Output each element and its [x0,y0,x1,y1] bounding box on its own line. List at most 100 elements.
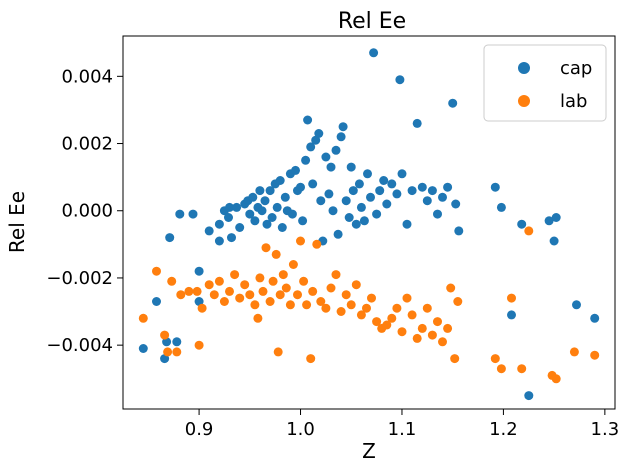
point-lab [331,270,341,280]
point-cap [348,186,358,196]
point-cap [590,313,600,323]
point-cap [517,219,527,229]
x-tick-label: 1.2 [489,419,518,440]
point-lab [316,297,326,306]
point-cap [291,165,300,175]
point-lab [235,293,245,303]
point-cap [308,179,318,189]
legend-label-cap: cap [560,58,592,79]
point-lab [268,276,278,286]
point-cap [280,192,290,202]
point-cap [392,189,402,199]
point-lab [255,273,265,283]
point-lab [450,354,460,364]
point-cap [448,98,458,108]
point-cap [356,202,366,212]
legend-box [483,44,607,122]
point-lab [443,323,453,333]
point-lab [367,293,376,303]
point-cap [490,182,500,192]
point-cap [138,344,148,353]
point-cap [194,266,204,276]
point-lab [507,293,516,303]
point-lab [438,337,447,347]
point-lab [225,286,234,296]
point-cap [451,199,461,209]
point-lab [312,239,322,249]
x-axis-label: Z [362,439,376,463]
x-tick-label: 1.0 [286,419,315,440]
point-cap [232,202,242,212]
legend: cap lab [483,44,607,122]
point-lab [209,290,219,300]
point-lab [167,276,177,286]
point-lab [490,354,500,364]
point-cap [417,182,427,192]
point-cap [303,115,313,125]
point-cap [366,192,375,202]
point-cap [227,233,236,243]
point-lab [306,354,316,364]
point-lab [392,303,402,313]
point-lab [192,286,202,296]
x-tick-label: 0.9 [185,419,214,440]
point-lab [278,270,288,280]
point-cap [324,189,334,199]
point-lab [517,364,527,374]
point-lab [336,307,346,316]
point-lab [271,249,281,259]
point-lab [285,300,295,310]
point-cap [344,213,354,222]
point-cap [336,132,346,142]
point-cap [235,223,245,232]
x-tick-label: 1.1 [388,419,417,440]
point-lab [417,323,427,333]
point-cap [387,179,397,189]
point-cap [296,182,305,192]
point-lab [219,297,229,306]
point-cap [397,169,407,179]
chart-title: Rel Ee [338,9,406,34]
point-cap [496,202,506,212]
point-lab [446,283,456,293]
point-cap [267,213,277,222]
point-cap [194,297,204,306]
point-lab [524,226,534,236]
y-axis: −0.004 −0.002 0.000 0.002 0.004 [46,66,123,356]
point-cap [407,186,417,196]
point-cap [375,186,385,196]
point-lab [433,317,442,327]
point-cap [314,129,324,138]
point-cap [225,202,234,212]
point-cap [341,196,351,206]
point-lab [453,297,463,306]
point-cap [214,236,224,246]
y-tick-label: −0.004 [46,335,113,356]
point-lab [356,310,366,320]
point-lab [172,347,182,357]
point-cap [255,186,265,196]
point-cap [328,206,338,216]
point-lab [197,303,207,313]
point-cap [272,202,282,212]
point-cap [379,176,389,185]
point-lab [240,280,250,290]
point-cap [363,169,372,179]
point-cap [549,236,559,246]
point-cap [369,48,379,58]
point-cap [454,226,464,236]
point-cap [301,155,311,165]
point-lab [412,333,422,343]
x-axis: 0.9 1.0 1.1 1.2 1.3 [185,409,619,440]
point-lab [245,290,255,300]
point-lab [321,303,331,313]
point-lab [296,236,305,246]
point-lab [293,290,302,300]
point-lab [160,330,170,340]
point-cap [175,209,185,219]
point-cap [359,216,369,226]
point-lab [261,243,271,253]
point-lab [273,347,283,357]
point-cap [524,391,534,401]
